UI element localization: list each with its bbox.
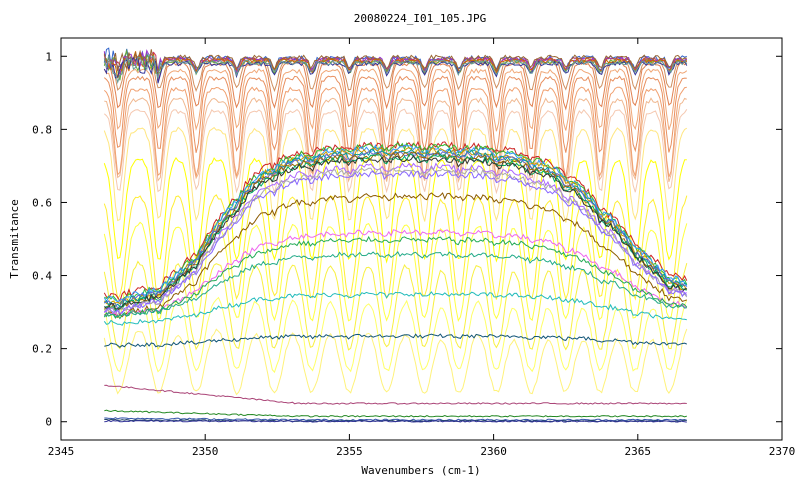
series-line	[104, 97, 687, 184]
series-line	[103, 86, 687, 179]
series-line	[103, 67, 688, 133]
x-tick-label: 2370	[769, 445, 796, 458]
y-tick-label: 0.4	[32, 270, 52, 283]
series-line	[103, 49, 687, 72]
x-axis: 2345 2350 2355 2360 2365 2370	[48, 38, 796, 458]
series-line	[103, 75, 687, 154]
series-line	[103, 291, 687, 326]
x-tick-label: 2350	[192, 445, 219, 458]
series-line	[104, 419, 687, 423]
series-layer	[103, 47, 688, 423]
series-line	[104, 142, 688, 305]
y-tick-label: 1	[45, 50, 52, 63]
series-line	[103, 148, 688, 308]
series-line	[103, 53, 688, 85]
series-line	[104, 60, 688, 111]
series-line	[103, 235, 688, 320]
x-tick-label: 2365	[625, 445, 652, 458]
chart-title: 20080224_I01_105.JPG	[354, 12, 486, 25]
y-tick-label: 0.2	[32, 343, 52, 356]
series-line	[104, 251, 687, 318]
y-axis-label: Transmitance	[8, 199, 21, 278]
y-axis: 0 0.2 0.4 0.6 0.8 1	[32, 50, 782, 429]
series-line	[103, 260, 688, 351]
plot-frame	[60, 37, 783, 441]
series-line	[104, 166, 688, 316]
series-line	[103, 170, 688, 315]
series-line	[104, 150, 687, 310]
x-axis-label: Wavenumbers (cm-1)	[361, 464, 480, 477]
series-line	[104, 229, 687, 317]
x-tick-label: 2360	[480, 445, 507, 458]
series-line	[103, 157, 687, 265]
y-tick-label: 0	[45, 416, 52, 429]
series-line	[103, 151, 687, 312]
series-line	[104, 333, 687, 348]
x-tick-label: 2345	[48, 445, 75, 458]
x-tick-label: 2355	[336, 445, 363, 458]
series-line	[103, 221, 688, 323]
series-line	[103, 328, 688, 396]
series-line	[103, 108, 688, 195]
y-tick-label: 0.8	[32, 123, 52, 136]
series-line	[104, 192, 687, 319]
series-line	[103, 155, 687, 310]
series-line	[104, 409, 687, 418]
y-tick-label: 0.6	[32, 196, 52, 209]
series-line	[104, 384, 687, 405]
